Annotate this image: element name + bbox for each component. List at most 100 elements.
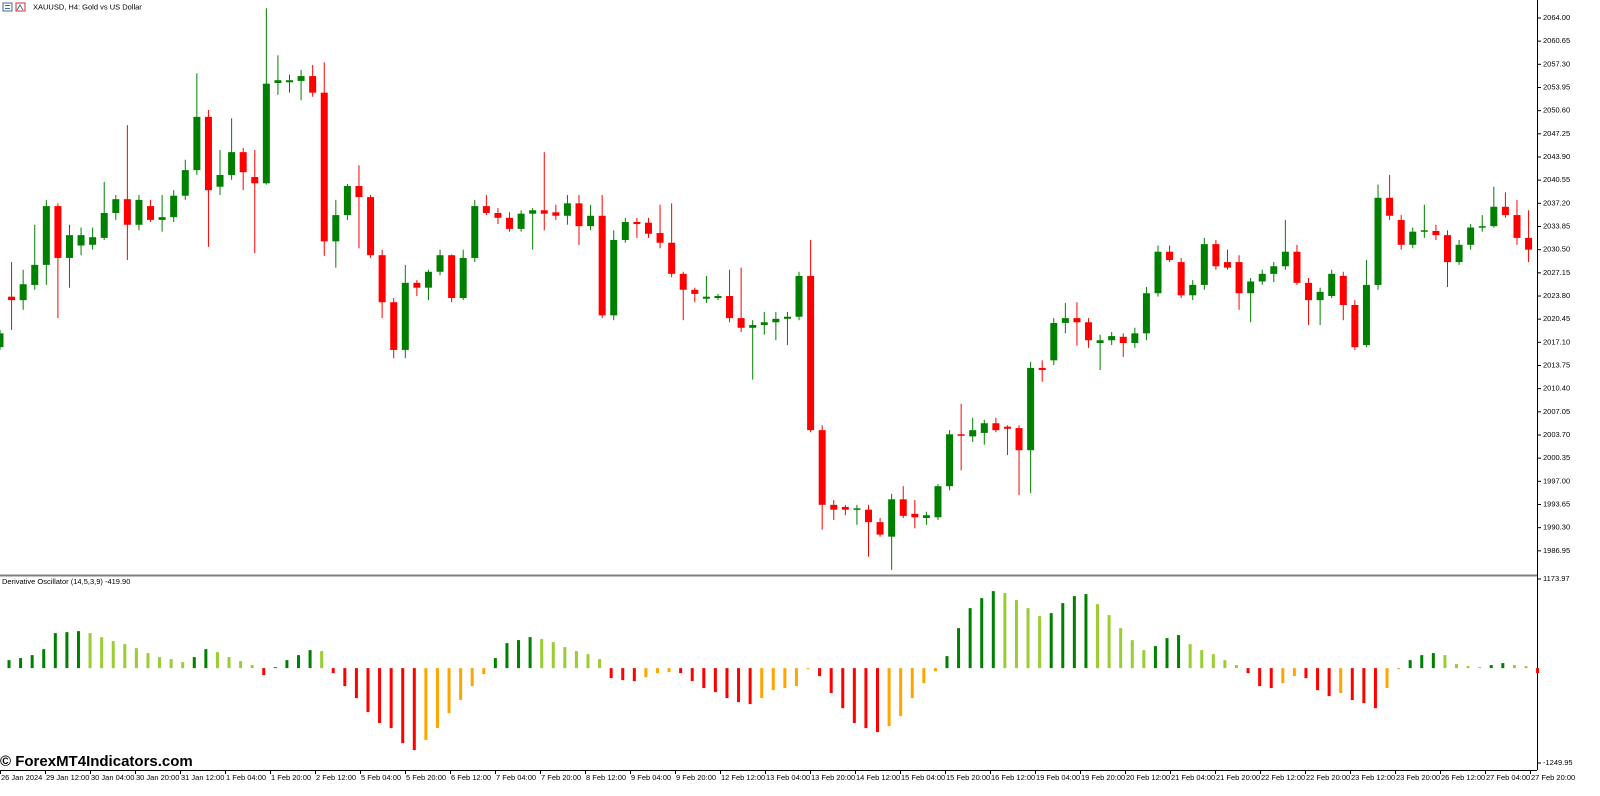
candle-body <box>1351 304 1359 348</box>
x-tick-label: 15 Feb 20:00 <box>946 773 990 782</box>
candle-body <box>853 508 861 510</box>
histogram-bar <box>945 656 949 669</box>
histogram-bar <box>1350 668 1354 701</box>
histogram-bar <box>1061 603 1065 669</box>
candle-body <box>749 325 757 328</box>
candle-body <box>1119 336 1127 344</box>
histogram-bar <box>737 668 741 703</box>
histogram-bar <box>366 668 370 713</box>
y-tick-label: 2020.45 <box>1543 314 1570 323</box>
histogram-bar <box>609 668 613 679</box>
candle-body <box>309 76 317 93</box>
histogram-bar <box>1188 644 1192 669</box>
x-tick-label: 1 Feb 04:00 <box>226 773 266 782</box>
histogram-bar <box>1200 650 1204 669</box>
candle-body <box>610 239 618 316</box>
x-tick-label: 21 Feb 04:00 <box>1171 773 1215 782</box>
candle-body <box>1073 318 1081 323</box>
histogram-bar <box>818 668 822 677</box>
candle-body <box>1316 291 1324 301</box>
histogram-bar <box>1362 668 1366 704</box>
candle-body <box>135 199 143 225</box>
candle-body <box>1467 227 1475 245</box>
candle-body <box>691 289 699 294</box>
candle-body <box>1362 284 1370 346</box>
x-tick-label: 22 Feb 12:00 <box>1261 773 1305 782</box>
candle-body <box>390 302 398 350</box>
histogram-bar <box>250 665 254 669</box>
histogram-bar <box>401 668 405 744</box>
candle-body <box>332 215 340 242</box>
histogram-bar <box>760 668 764 699</box>
candle-body <box>587 215 595 227</box>
histogram-bar <box>1443 655 1447 669</box>
y-tick-label: 2057.30 <box>1543 59 1570 68</box>
x-tick-label: 23 Feb 12:00 <box>1351 773 1395 782</box>
y-tick-label: 2047.25 <box>1543 129 1570 138</box>
histogram-bar <box>389 668 393 729</box>
histogram-bar <box>1165 638 1169 669</box>
candle-body <box>772 318 780 323</box>
candle-body <box>1154 251 1162 294</box>
x-tick-label: 30 Jan 04:00 <box>91 773 134 782</box>
histogram-bar <box>158 657 162 669</box>
x-tick-label: 31 Jan 12:00 <box>181 773 224 782</box>
candle-body <box>378 255 386 303</box>
histogram-bar <box>1292 668 1296 677</box>
histogram-bar <box>192 657 196 669</box>
candle-body <box>1212 244 1220 267</box>
x-tick-label: 13 Feb 20:00 <box>811 773 855 782</box>
histogram-bar <box>910 668 914 699</box>
candle-body <box>1420 230 1428 232</box>
histogram-bar <box>1501 663 1505 669</box>
candle-body <box>1247 281 1255 294</box>
histogram-bar <box>794 668 798 687</box>
candle-body <box>1131 333 1139 344</box>
candle-body <box>112 199 120 214</box>
candle-body <box>1281 251 1289 267</box>
x-tick-label: 22 Feb 20:00 <box>1306 773 1350 782</box>
histogram-bar <box>968 608 972 669</box>
candle-body <box>320 92 328 242</box>
candle-body <box>65 235 73 258</box>
candle-body <box>644 222 652 234</box>
histogram-bar <box>1281 668 1285 684</box>
x-tick-label: 26 Feb 12:00 <box>1441 773 1485 782</box>
x-tick-label: 5 Feb 20:00 <box>406 773 446 782</box>
candle-body <box>1108 336 1116 341</box>
histogram-bar <box>1049 613 1053 669</box>
candle-body <box>760 322 768 326</box>
candle-body <box>969 430 977 437</box>
candle-body <box>343 186 351 216</box>
candle-body <box>494 213 502 218</box>
histogram-bar <box>297 655 300 669</box>
x-tick-label: 29 Jan 12:00 <box>46 773 89 782</box>
histogram-bar <box>1096 604 1100 669</box>
histogram-bar <box>922 668 926 684</box>
histogram-bar <box>1153 646 1157 669</box>
histogram-bar <box>933 668 937 672</box>
symbol-icons <box>2 2 26 12</box>
candle-body <box>946 434 954 487</box>
candle-body <box>1142 293 1150 334</box>
y-tick-label: 2050.60 <box>1543 106 1570 115</box>
candle-body <box>1166 251 1174 261</box>
histogram-bar <box>1211 654 1215 669</box>
histogram-bar <box>343 668 347 687</box>
histogram-bar <box>690 668 694 682</box>
histogram-bar <box>1142 650 1146 669</box>
candle-body <box>42 206 50 265</box>
y-tick-label: 2027.15 <box>1543 268 1570 277</box>
histogram-bar <box>100 637 104 669</box>
y-tick-label: 2013.75 <box>1543 360 1570 369</box>
candle-body <box>1501 206 1509 216</box>
x-tick-label: 2 Feb 12:00 <box>316 773 356 782</box>
x-tick-label: 26 Jan 2024 <box>1 773 42 782</box>
histogram-bar <box>53 633 57 669</box>
histogram-bar <box>30 655 34 669</box>
candle-body <box>563 203 571 216</box>
candle-body <box>1455 244 1463 263</box>
candle-body <box>1177 262 1185 296</box>
histogram-bar <box>320 651 324 669</box>
